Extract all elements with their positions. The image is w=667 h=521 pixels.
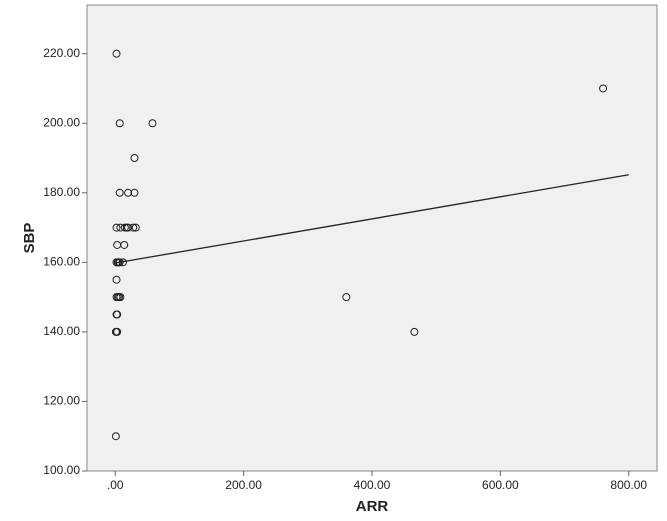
y-tick-label: 100.00 [43, 463, 80, 477]
point [113, 310, 122, 319]
y-tick-label: 140.00 [43, 324, 80, 338]
x-tick-label: .00 [107, 478, 124, 492]
point [112, 49, 121, 58]
point [131, 223, 140, 232]
y-tick-label: 160.00 [43, 255, 80, 269]
y-tick-label: 200.00 [43, 115, 80, 129]
point [112, 223, 121, 232]
point [342, 293, 351, 302]
plot-area [86, 4, 658, 472]
point [115, 258, 124, 267]
point [130, 188, 139, 197]
point [118, 258, 127, 267]
x-axis-title: ARR [356, 498, 389, 515]
y-tick-label: 120.00 [43, 394, 80, 408]
y-tick-label: 220.00 [43, 46, 80, 60]
point [124, 188, 133, 197]
point [599, 84, 608, 93]
point [113, 327, 122, 336]
x-tick-label: 400.00 [354, 478, 391, 492]
x-tick-label: 600.00 [482, 478, 519, 492]
point [111, 432, 120, 441]
x-tick-label: 800.00 [610, 478, 647, 492]
point [124, 223, 133, 232]
point [112, 275, 121, 284]
point [148, 119, 157, 128]
x-tick-label: 200.00 [225, 478, 262, 492]
point [115, 119, 124, 128]
point [130, 154, 139, 163]
point [129, 223, 138, 232]
point [410, 327, 419, 336]
y-axis-title: SBP [21, 223, 38, 254]
y-tick-label: 180.00 [43, 185, 80, 199]
point [120, 240, 129, 249]
point [116, 293, 125, 302]
point [115, 188, 124, 197]
point [116, 223, 125, 232]
fit-line [115, 174, 629, 264]
